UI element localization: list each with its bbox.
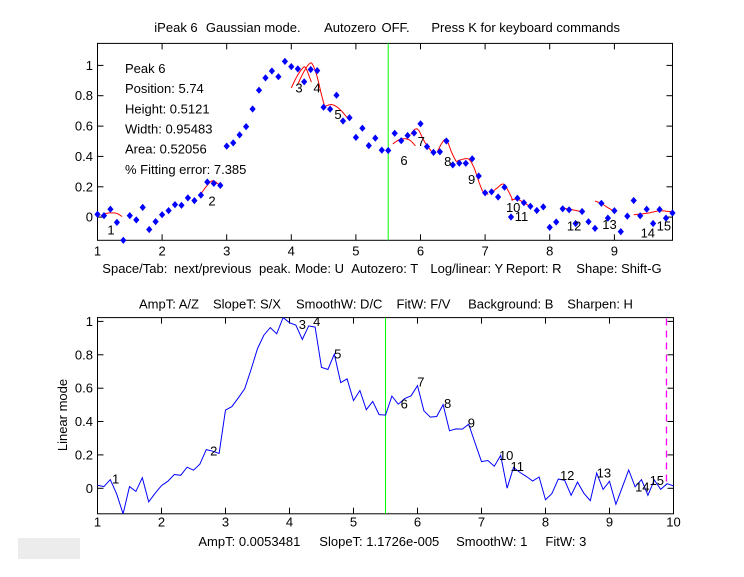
svg-text:Peak 6: Peak 6 xyxy=(125,61,165,76)
svg-text:10: 10 xyxy=(666,515,680,530)
svg-text:1: 1 xyxy=(112,472,119,487)
svg-text:1: 1 xyxy=(86,314,93,329)
svg-text:10: 10 xyxy=(499,448,513,463)
svg-text:4: 4 xyxy=(313,314,320,329)
svg-text:Background: B: Background: B xyxy=(468,297,553,312)
svg-text:Mode: U: Mode: U xyxy=(295,261,344,276)
svg-text:4: 4 xyxy=(288,244,295,259)
svg-text:14: 14 xyxy=(641,226,655,241)
svg-text:9: 9 xyxy=(468,415,475,430)
svg-text:Autozero: Autozero xyxy=(324,20,376,35)
svg-text:Area: 0.52056: Area: 0.52056 xyxy=(125,142,207,157)
svg-text:Shape: Shift-G: Shape: Shift-G xyxy=(576,261,661,276)
svg-text:6: 6 xyxy=(400,153,407,168)
svg-text:Space/Tab:: Space/Tab: xyxy=(102,261,167,276)
svg-text:% Fitting error: 7.385: % Fitting error: 7.385 xyxy=(125,162,246,177)
svg-text:5: 5 xyxy=(334,346,341,361)
svg-text:0.8: 0.8 xyxy=(75,347,93,362)
svg-text:15: 15 xyxy=(657,218,671,233)
svg-text:3: 3 xyxy=(295,81,302,96)
svg-text:10: 10 xyxy=(506,200,520,215)
svg-text:Height: 0.5121: Height: 0.5121 xyxy=(125,101,210,116)
svg-text:3: 3 xyxy=(223,244,230,259)
svg-text:1: 1 xyxy=(107,223,114,238)
svg-text:Press K for keyboard commands: Press K for keyboard commands xyxy=(431,20,620,35)
svg-text:OFF.: OFF. xyxy=(382,20,410,35)
svg-text:Linear mode: Linear mode xyxy=(55,379,70,451)
svg-text:13: 13 xyxy=(597,466,611,481)
svg-text:8: 8 xyxy=(546,244,553,259)
svg-text:next/previous: next/previous xyxy=(174,261,252,276)
svg-text:Log/linear: Y: Log/linear: Y xyxy=(430,261,503,276)
svg-text:0.6: 0.6 xyxy=(75,119,93,134)
svg-text:2: 2 xyxy=(158,244,165,259)
svg-text:11: 11 xyxy=(510,459,524,474)
svg-text:2: 2 xyxy=(158,515,165,530)
svg-text:4: 4 xyxy=(313,81,320,96)
svg-text:2: 2 xyxy=(210,444,217,459)
svg-text:FitW: F/V: FitW: F/V xyxy=(397,297,451,312)
svg-text:8: 8 xyxy=(542,515,549,530)
svg-text:14: 14 xyxy=(635,479,649,494)
svg-text:0.4: 0.4 xyxy=(75,414,93,429)
svg-text:7: 7 xyxy=(481,244,488,259)
svg-text:6: 6 xyxy=(414,515,421,530)
svg-text:SmoothW: 1: SmoothW: 1 xyxy=(456,534,527,549)
svg-text:0: 0 xyxy=(86,481,93,496)
svg-text:12: 12 xyxy=(560,468,574,483)
svg-text:8: 8 xyxy=(444,154,451,169)
svg-text:5: 5 xyxy=(334,107,341,122)
svg-text:3: 3 xyxy=(222,515,229,530)
svg-text:12: 12 xyxy=(567,218,581,233)
svg-text:5: 5 xyxy=(350,515,357,530)
svg-text:7: 7 xyxy=(418,134,425,149)
svg-text:iPeak 6: iPeak 6 xyxy=(154,20,197,35)
svg-text:8: 8 xyxy=(444,396,451,411)
svg-text:0.2: 0.2 xyxy=(75,447,93,462)
svg-text:Report: R: Report: R xyxy=(506,261,562,276)
svg-text:SmoothW: D/C: SmoothW: D/C xyxy=(296,297,382,312)
svg-text:4: 4 xyxy=(286,515,293,530)
svg-text:9: 9 xyxy=(606,515,613,530)
svg-text:6: 6 xyxy=(401,397,408,412)
svg-text:Gaussian mode.: Gaussian mode. xyxy=(206,20,301,35)
svg-text:11: 11 xyxy=(515,209,529,224)
svg-text:SlopeT: S/X: SlopeT: S/X xyxy=(213,297,281,312)
svg-text:SlopeT: 1.1726e-005: SlopeT: 1.1726e-005 xyxy=(319,534,439,549)
svg-text:9: 9 xyxy=(611,244,618,259)
svg-text:7: 7 xyxy=(478,515,485,530)
svg-text:AmpT: A/Z: AmpT: A/Z xyxy=(139,297,199,312)
svg-text:7: 7 xyxy=(417,374,424,389)
svg-text:0.4: 0.4 xyxy=(75,149,93,164)
svg-text:1: 1 xyxy=(94,515,101,530)
svg-text:Sharpen: H: Sharpen: H xyxy=(567,297,633,312)
svg-text:5: 5 xyxy=(352,244,359,259)
svg-text:Autozero: T: Autozero: T xyxy=(351,261,418,276)
svg-text:13: 13 xyxy=(602,217,616,232)
svg-text:3: 3 xyxy=(299,317,306,332)
svg-text:6: 6 xyxy=(417,244,424,259)
svg-text:1: 1 xyxy=(86,58,93,73)
svg-text:Width: 0.95483: Width: 0.95483 xyxy=(125,122,212,137)
svg-text:0: 0 xyxy=(86,210,93,225)
svg-text:AmpT: 0.0053481: AmpT: 0.0053481 xyxy=(198,534,300,549)
svg-text:9: 9 xyxy=(468,172,475,187)
svg-text:0.8: 0.8 xyxy=(75,88,93,103)
svg-text:Position: 5.74: Position: 5.74 xyxy=(125,81,204,96)
svg-text:0.2: 0.2 xyxy=(75,179,93,194)
svg-text:FitW: 3: FitW: 3 xyxy=(545,534,586,549)
svg-text:2: 2 xyxy=(208,194,215,209)
svg-text:peak.: peak. xyxy=(259,261,291,276)
svg-text:15: 15 xyxy=(650,473,664,488)
svg-text:0.6: 0.6 xyxy=(75,381,93,396)
svg-text:1: 1 xyxy=(94,244,101,259)
